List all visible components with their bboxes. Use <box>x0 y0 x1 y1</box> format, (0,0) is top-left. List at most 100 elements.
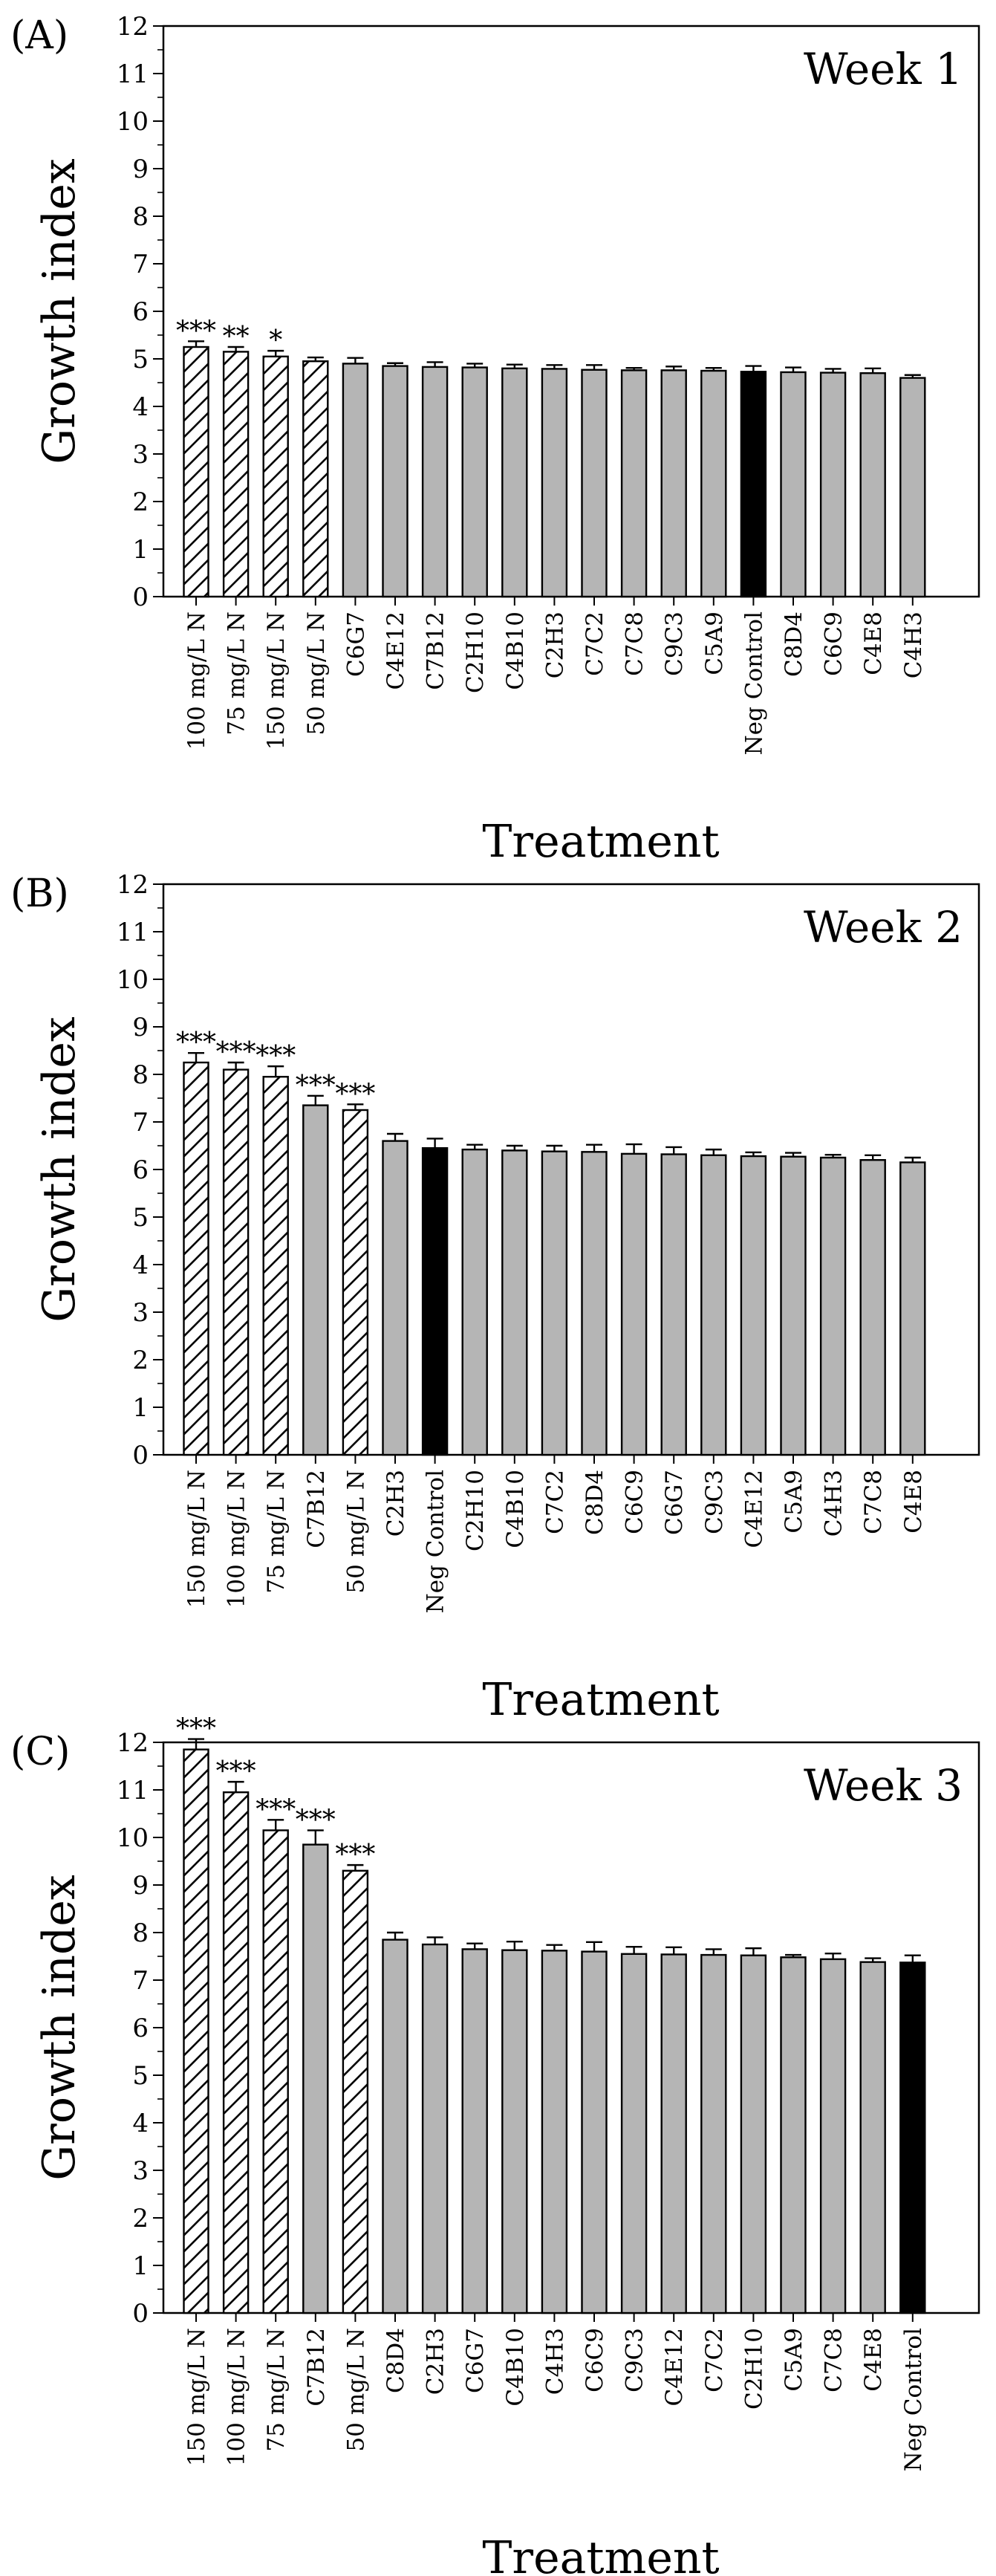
bar[interactable] <box>541 368 568 598</box>
x-tick-label: 75 mg/L N <box>263 2328 290 2452</box>
significance-label: *** <box>296 1805 336 1835</box>
x-tick-label: C6G7 <box>661 1470 688 1535</box>
x-tick-label: C4E8 <box>860 611 887 675</box>
x-tick-label: C7B12 <box>303 2328 330 2407</box>
bar[interactable] <box>780 1155 807 1456</box>
x-tick-label: 100 mg/L N <box>183 611 210 750</box>
y-tick-label: 7 <box>132 250 149 279</box>
bar[interactable] <box>222 1068 250 1456</box>
bar[interactable] <box>222 351 250 598</box>
bar[interactable] <box>819 1958 847 2314</box>
bar[interactable] <box>382 1939 409 2314</box>
x-tick-label: C7C2 <box>541 1470 568 1534</box>
bar[interactable] <box>183 1748 209 2314</box>
y-tick-label: 0 <box>132 2299 149 2329</box>
bar[interactable] <box>780 371 807 598</box>
bar[interactable] <box>262 1829 289 2314</box>
bar[interactable] <box>660 1953 687 2314</box>
bar[interactable] <box>262 355 289 598</box>
x-tick-label: 150 mg/L N <box>183 2328 210 2466</box>
bar[interactable] <box>740 1954 767 2314</box>
bar[interactable] <box>382 1140 409 1456</box>
x-tick-label: C7B12 <box>303 1470 330 1548</box>
bar[interactable] <box>660 1153 687 1456</box>
y-tick-label: 4 <box>132 2109 149 2138</box>
y-tick-label: 9 <box>132 155 149 184</box>
bar[interactable] <box>819 1156 847 1456</box>
bar[interactable] <box>859 1158 886 1456</box>
x-tick-label: C8D4 <box>781 611 807 677</box>
bar[interactable] <box>222 1791 250 2314</box>
x-tick-label: C9C3 <box>701 1470 728 1534</box>
y-tick-label: 9 <box>132 1013 149 1042</box>
bar[interactable] <box>501 367 528 598</box>
bar[interactable] <box>262 1075 289 1456</box>
bar[interactable] <box>302 1104 329 1456</box>
bar[interactable] <box>899 1161 926 1456</box>
y-tick-label: 8 <box>132 202 149 232</box>
bar[interactable] <box>302 360 329 598</box>
y-tick-label: 12 <box>117 1728 149 1758</box>
y-tick-label: 3 <box>132 1298 149 1328</box>
x-tick-label: C8D4 <box>582 1470 608 1535</box>
x-tick-label: Neg Control <box>423 1470 449 1613</box>
bar[interactable] <box>700 1154 727 1456</box>
significance-label: *** <box>255 1041 296 1071</box>
bar[interactable] <box>700 1953 727 2314</box>
bar[interactable] <box>740 1155 767 1456</box>
chart-title: Week 3 <box>804 1760 963 1811</box>
bar[interactable] <box>899 1962 926 2314</box>
bar[interactable] <box>382 365 409 598</box>
x-tick-label: C5A9 <box>701 611 728 675</box>
bar[interactable] <box>740 371 767 598</box>
y-tick-label: 3 <box>132 2156 149 2186</box>
x-tick-label: C7C2 <box>582 611 608 676</box>
x-tick-label: Neg Control <box>741 611 767 755</box>
y-tick-label: 6 <box>132 2014 149 2043</box>
y-tick-label: 12 <box>117 870 149 900</box>
y-tick-label: 11 <box>117 918 149 947</box>
bar[interactable] <box>541 1150 568 1456</box>
chart-title: Week 2 <box>804 902 963 953</box>
bar[interactable] <box>183 345 209 598</box>
y-axis-title: Growth index <box>33 158 85 464</box>
bar[interactable] <box>342 1109 369 1456</box>
y-tick-label: 4 <box>132 392 149 422</box>
x-tick-label: C7C2 <box>701 2328 728 2392</box>
bar[interactable] <box>501 1949 528 2314</box>
significance-label: *** <box>216 1037 256 1068</box>
bar[interactable] <box>899 377 926 598</box>
y-tick-label: 1 <box>132 535 149 565</box>
bar[interactable] <box>302 1843 329 2314</box>
bar[interactable] <box>620 1953 648 2314</box>
bar[interactable] <box>819 372 847 598</box>
bar[interactable] <box>620 369 648 598</box>
bar[interactable] <box>461 1148 488 1456</box>
bar[interactable] <box>342 363 369 598</box>
bar[interactable] <box>183 1061 209 1456</box>
bar[interactable] <box>342 1869 369 2314</box>
bar[interactable] <box>660 369 687 598</box>
bar[interactable] <box>780 1956 807 2314</box>
bar[interactable] <box>421 1146 449 1456</box>
bar[interactable] <box>859 1961 886 2314</box>
bar[interactable] <box>620 1152 648 1456</box>
y-tick-label: 6 <box>132 1155 149 1185</box>
x-tick-label: C4H3 <box>821 1470 847 1537</box>
bar[interactable] <box>461 366 488 598</box>
bar[interactable] <box>421 1943 449 2314</box>
bar[interactable] <box>859 372 886 598</box>
bar[interactable] <box>581 1151 608 1456</box>
bar[interactable] <box>461 1948 488 2314</box>
x-tick-label: C2H3 <box>541 611 568 678</box>
bar[interactable] <box>541 1950 568 2314</box>
y-tick-label: 12 <box>117 12 149 42</box>
x-tick-label: C9C3 <box>622 2328 648 2392</box>
bar[interactable] <box>501 1149 528 1456</box>
bar[interactable] <box>581 1950 608 2314</box>
bar[interactable] <box>421 366 449 598</box>
y-tick-label: 3 <box>132 440 149 470</box>
x-tick-label: 150 mg/L N <box>263 611 290 750</box>
bar[interactable] <box>581 369 608 598</box>
bar[interactable] <box>700 369 727 598</box>
